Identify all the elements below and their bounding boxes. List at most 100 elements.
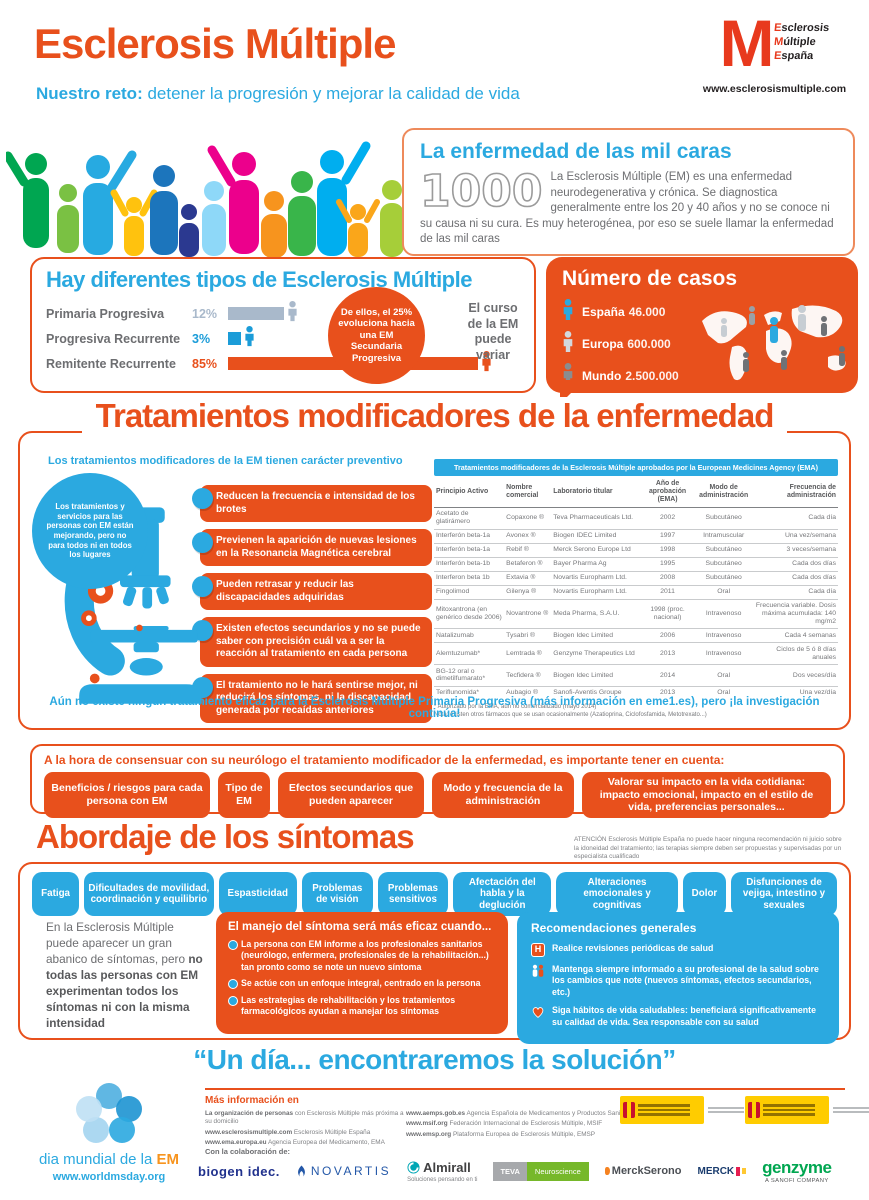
- footer-links-left: La organización de personas con Escleros…: [205, 1110, 405, 1149]
- world-ms-day-circles-icon: [76, 1083, 142, 1143]
- sintomas-card: Fatiga Dificultades de movilidad, coordi…: [18, 862, 851, 1045]
- tratamientos-card: Los tratamientos modificadores de la EM …: [18, 431, 851, 730]
- manejo-bullets: La persona con EM informe a los profesio…: [228, 939, 496, 1018]
- tipo-row-progresiva-recurrente: Progresiva Recurrente 3%: [46, 325, 520, 351]
- eme-logo-url[interactable]: www.esclerosismultiple.com: [702, 82, 847, 95]
- heart-icon: [531, 1005, 545, 1019]
- tipos-card: Hay diferentes tipos de Esclerosis Múlti…: [30, 257, 536, 393]
- footer-link[interactable]: www.ema.europa.eu Agencia Europea del Me…: [205, 1138, 385, 1146]
- almirall-swirl-icon: [407, 1160, 420, 1174]
- person-icon: [481, 350, 492, 377]
- tratamientos-circle-note: Los tratamientos y servicios para las pe…: [32, 473, 148, 589]
- merck-serono-drop-icon: [604, 1167, 610, 1175]
- sintoma-pill: Fatiga: [32, 872, 80, 916]
- footer-link[interactable]: www.emsp.org Plataforma Europea de Escle…: [406, 1130, 596, 1138]
- footer-links-right: www.aemps.gob.es Agencia Española de Med…: [406, 1110, 666, 1141]
- microscope-illustration: [64, 507, 202, 704]
- footer-link[interactable]: La organización de personas con Escleros…: [205, 1110, 404, 1126]
- recomendacion-item: Mantenga siempre informado a su profesio…: [531, 964, 825, 998]
- footer-divider: [205, 1088, 845, 1090]
- gobierno-espana-logo-2: [745, 1096, 869, 1124]
- recomendacion-item: Siga hábitos de vida saludables: benefic…: [531, 1005, 825, 1028]
- tratamientos-lead: Los tratamientos modificadores de la EM …: [48, 455, 403, 467]
- table-row: Acetato de glatirámero Copaxone ® Teva P…: [434, 506, 838, 530]
- footer-link[interactable]: www.esclerosismultiple.com Esclerosis Mú…: [205, 1128, 371, 1136]
- consenso-lead: A la hora de consensuar con su neurólogo…: [44, 753, 725, 767]
- tratamiento-bullet: Reducen la frecuencia e intensidad de lo…: [192, 485, 432, 522]
- people-icon: [531, 964, 545, 978]
- sintoma-pill: Dolor: [682, 872, 727, 916]
- consenso-card: A la hora de consensuar con su neurólogo…: [30, 744, 845, 818]
- gobierno-espana-logo: [620, 1096, 744, 1124]
- sponsor-logos: biogen idec. NOVARTIS Almirall Solucione…: [198, 1158, 862, 1184]
- tratamientos-heading: Tratamientos modificadores de la enferme…: [0, 397, 869, 435]
- bar-primaria: [228, 307, 284, 320]
- mil-caras-body: La Esclerosis Múltiple (EM) es una enfer…: [420, 171, 834, 246]
- abordaje-heading: Abordaje de los síntomas: [36, 818, 415, 855]
- primaria-progresiva-note: Aún no existe ningún tratamiento eficaz …: [49, 696, 820, 720]
- tratamiento-bullet: Existen efectos secundarios y no se pued…: [192, 617, 432, 667]
- manejo-title: El manejo del síntoma será más eficaz cu…: [228, 921, 492, 933]
- eme-logo: M Esclerosis Múltiple España www.esclero…: [692, 6, 857, 95]
- table-row: Interferón beta-1a Avonex ® Biogen IDEC …: [434, 528, 838, 544]
- table-row: BG-12 oral o dimetilfumarato* Tecfidera …: [434, 664, 838, 687]
- table-footnote-1: * Autorizado por la EMA, aún no comercia…: [434, 703, 597, 710]
- table-row: Interferon beta 1b Extavia ® Novartis Eu…: [434, 570, 838, 586]
- sintoma-pill: Afectación del habla y la deglución: [453, 872, 552, 916]
- tipos-title: Hay diferentes tipos de Esclerosis Múlti…: [46, 267, 472, 292]
- sintoma-pill: Dificultades de movilidad, coordinación …: [84, 872, 214, 916]
- novartis-flame-icon: [297, 1165, 305, 1177]
- manejo-bullet: Las estrategias de rehabilitación y los …: [228, 995, 496, 1018]
- sintoma-pill: Espasticidad: [218, 872, 297, 916]
- hospital-h-icon: H: [531, 943, 545, 957]
- merck-mark-icon: [736, 1166, 741, 1176]
- person-icon: [562, 299, 574, 324]
- genzyme-logo: genzyme A SANOFI COMPANY: [762, 1158, 832, 1184]
- table-row: Alemtuzumab* Lemtrada ® Genzyme Therapeu…: [434, 642, 838, 665]
- manejo-bullet: Se actúe con un enfoque integral, centra…: [228, 978, 496, 990]
- consenso-pill: Valorar su impacto en la vida cotidiana:…: [582, 772, 831, 818]
- people-crowd-illustration: [6, 141, 404, 258]
- table-row: Mitoxantrona (en genérico desde 2006) No…: [434, 598, 838, 629]
- map-person-icons: [721, 305, 845, 372]
- casos-list: España 46.000 Europa 600.000 Mundo 2.500…: [562, 299, 842, 388]
- merck-serono-logo: MerckSerono: [604, 1165, 681, 1177]
- world-ms-day-logo: dia mundial de la EM www.worldmsday.org: [24, 1082, 194, 1183]
- consenso-pill: Modo y frecuencia de la administración: [432, 772, 574, 818]
- subtitle-bold: Nuestro reto:: [36, 84, 143, 103]
- mil-caras-title: La enfermedad de las mil caras: [420, 140, 732, 163]
- tratamiento-bullet: Previenen la aparición de nuevas lesione…: [192, 529, 432, 566]
- subtitle-rest: detener la progresión y mejorar la calid…: [142, 84, 520, 103]
- bar-progresiva-recurrente: [228, 332, 241, 345]
- table-row: Fingolimod Gilenya ® Novartis Europharm …: [434, 584, 838, 600]
- biogen-idec-logo: biogen idec.: [198, 1163, 280, 1179]
- caso-item: Mundo 2.500.000: [562, 363, 842, 388]
- merck-mark-icon: [742, 1168, 747, 1174]
- table-row: Interferón beta-1b Betaferon ® Bayer Pha…: [434, 556, 838, 572]
- teva-neuroscience-logo: TEVA Neuroscience: [493, 1161, 589, 1181]
- almirall-logo: Almirall Soluciones pensando en ti: [407, 1159, 478, 1183]
- footer-link[interactable]: www.msif.org Federación Internacional de…: [406, 1120, 603, 1128]
- closing-quote: “Un día... encontraremos la solución”: [193, 1044, 676, 1075]
- sintoma-pill: Alteraciones emocionales y cognitivas: [556, 872, 678, 916]
- person-icon: [562, 331, 574, 356]
- numero-casos-card: Número de casos España 46.000 Europa 600…: [546, 257, 858, 404]
- consenso-pill: Beneficios / riesgos para cada persona c…: [44, 772, 210, 818]
- table-row: Teriflunomida* Aubagio ® Sanofi-Aventis …: [434, 685, 838, 700]
- merck-logo: MERCK: [697, 1166, 747, 1177]
- casos-title: Número de casos: [562, 267, 738, 290]
- sintomas-pills: Fatiga Dificultades de movilidad, coordi…: [32, 872, 837, 916]
- sintomas-intro: En la Esclerosis Múltiple puede aparecer…: [46, 920, 203, 1030]
- footer-link[interactable]: www.aemps.gob.es Agencia Española de Med…: [406, 1110, 662, 1117]
- world-ms-day-url[interactable]: www.worldmsday.org: [52, 1171, 166, 1183]
- curso-note: El curso de la EM puede variar: [467, 301, 519, 362]
- big-number-1000: 1000: [419, 166, 543, 217]
- tratamiento-bullet: El tratamiento no le hará sentirse mejor…: [192, 673, 432, 723]
- caso-item: España 46.000: [562, 299, 842, 324]
- table-row: Interferón beta-1a Rebif ® Merck Serono …: [434, 542, 838, 558]
- eme-logo-m: M: [719, 6, 774, 80]
- tipo-row-remitente-recurrente: Remitente Recurrente 85%: [46, 350, 520, 377]
- person-icon: [562, 363, 574, 388]
- ema-table-header-row: Principio Activo Nombre comercial Labora…: [434, 477, 838, 508]
